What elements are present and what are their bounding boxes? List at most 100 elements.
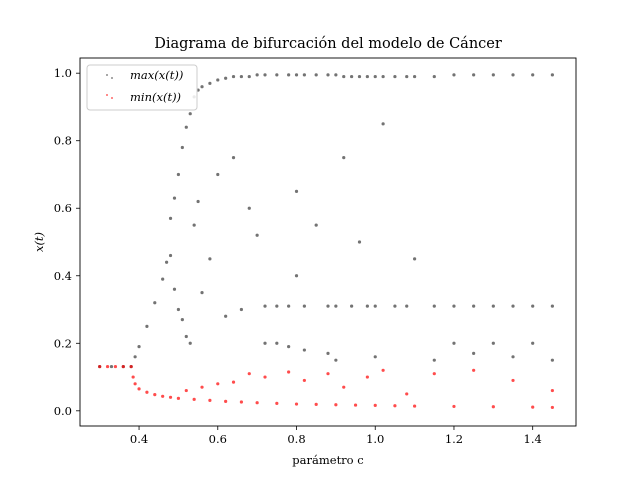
legend-marker-min-2: [111, 97, 113, 99]
x-tick-label: 1.2: [445, 432, 463, 446]
scatter-point: [196, 199, 200, 204]
scatter-point: [180, 318, 184, 322]
scatter-point: [472, 73, 476, 77]
scatter-point: [255, 401, 259, 405]
scatter-point: [314, 73, 318, 77]
scatter-point: [200, 291, 204, 295]
y-tick-label: 1.0: [54, 66, 72, 80]
scatter-point: [550, 358, 554, 362]
scatter-point: [263, 304, 267, 308]
scatter-point: [342, 74, 346, 79]
scatter-point: [302, 73, 306, 77]
scatter-point: [491, 341, 495, 345]
series-max: [98, 73, 554, 369]
scatter-point: [357, 240, 362, 244]
scatter-point: [326, 372, 330, 376]
scatter-point: [188, 341, 192, 345]
scatter-point: [342, 156, 346, 160]
scatter-point: [357, 74, 362, 79]
scatter-point: [314, 223, 318, 227]
y-axis-ticks: 0.0 0.2 0.4 0.6 0.8 1.0: [54, 66, 80, 418]
scatter-point: [472, 351, 476, 356]
scatter-point: [550, 405, 554, 410]
scatter-point: [294, 73, 299, 77]
scatter-point: [98, 364, 102, 369]
scatter-point: [452, 404, 456, 409]
scatter-point: [432, 372, 436, 376]
scatter-point: [405, 304, 409, 308]
scatter-point: [247, 372, 251, 376]
scatter-point: [231, 380, 236, 384]
scatter-point: [172, 196, 177, 200]
scatter-point: [231, 156, 236, 160]
scatter-point: [531, 341, 535, 345]
x-axis-ticks: 0.4 0.6 0.8 1.0 1.2 1.4: [130, 426, 542, 446]
scatter-point: [247, 206, 251, 210]
scatter-point: [176, 172, 181, 177]
scatter-point: [145, 390, 149, 394]
scatter-point: [263, 375, 267, 379]
scatter-point: [353, 403, 358, 407]
scatter-point: [137, 387, 141, 391]
scatter-point: [131, 375, 135, 379]
scatter-point: [531, 73, 535, 77]
scatter-point: [302, 304, 306, 308]
y-tick-label: 0.2: [54, 336, 72, 350]
y-axis-label: x(t): [32, 232, 46, 252]
scatter-point: [200, 85, 204, 89]
scatter-point: [393, 74, 397, 79]
scatter-point: [263, 341, 267, 345]
scatter-point: [168, 395, 173, 399]
scatter-point: [287, 370, 291, 374]
scatter-point: [184, 388, 188, 393]
scatter-point: [373, 304, 377, 308]
scatter-point: [432, 304, 436, 308]
scatter-point: [129, 364, 133, 369]
scatter-point: [208, 398, 212, 402]
legend-label-min: min(x(t)): [130, 90, 181, 104]
scatter-point: [511, 73, 515, 77]
scatter-point: [224, 76, 228, 80]
y-tick-label: 0.8: [54, 134, 72, 148]
scatter-point: [216, 78, 220, 82]
scatter-point: [239, 307, 243, 312]
scatter-point: [287, 73, 291, 77]
scatter-point: [413, 257, 417, 261]
x-tick-label: 0.8: [287, 432, 305, 446]
scatter-point: [302, 378, 306, 383]
scatter-point: [161, 277, 165, 281]
scatter-point: [413, 74, 417, 79]
scatter-point: [176, 307, 181, 312]
series-min: [98, 364, 554, 410]
scatter-point: [302, 348, 306, 352]
scatter-point: [550, 388, 554, 393]
scatter-point: [172, 287, 177, 291]
scatter-point: [239, 400, 243, 404]
scatter-point: [334, 403, 338, 407]
scatter-point: [153, 393, 157, 397]
scatter-point: [200, 385, 204, 389]
scatter-point: [121, 364, 125, 369]
scatter-point: [275, 401, 279, 405]
scatter-point: [133, 382, 137, 386]
scatter-point: [294, 274, 299, 278]
scatter-point: [224, 314, 228, 318]
scatter-point: [550, 304, 554, 308]
scatter-point: [255, 233, 259, 237]
scatter-point: [531, 405, 535, 409]
y-tick-label: 0.4: [54, 269, 72, 283]
scatter-point: [216, 172, 220, 177]
scatter-point: [472, 304, 476, 308]
scatter-point: [373, 355, 377, 359]
scatter-point: [511, 378, 515, 383]
scatter-point: [247, 74, 251, 79]
scatter-point: [180, 145, 184, 150]
axes-frame: [79, 57, 577, 427]
scatter-point: [432, 358, 436, 362]
scatter-point: [133, 355, 137, 359]
x-tick-label: 1.4: [524, 432, 542, 446]
x-tick-label: 1.0: [366, 432, 384, 446]
scatter-point: [350, 74, 354, 79]
scatter-point: [287, 304, 291, 308]
